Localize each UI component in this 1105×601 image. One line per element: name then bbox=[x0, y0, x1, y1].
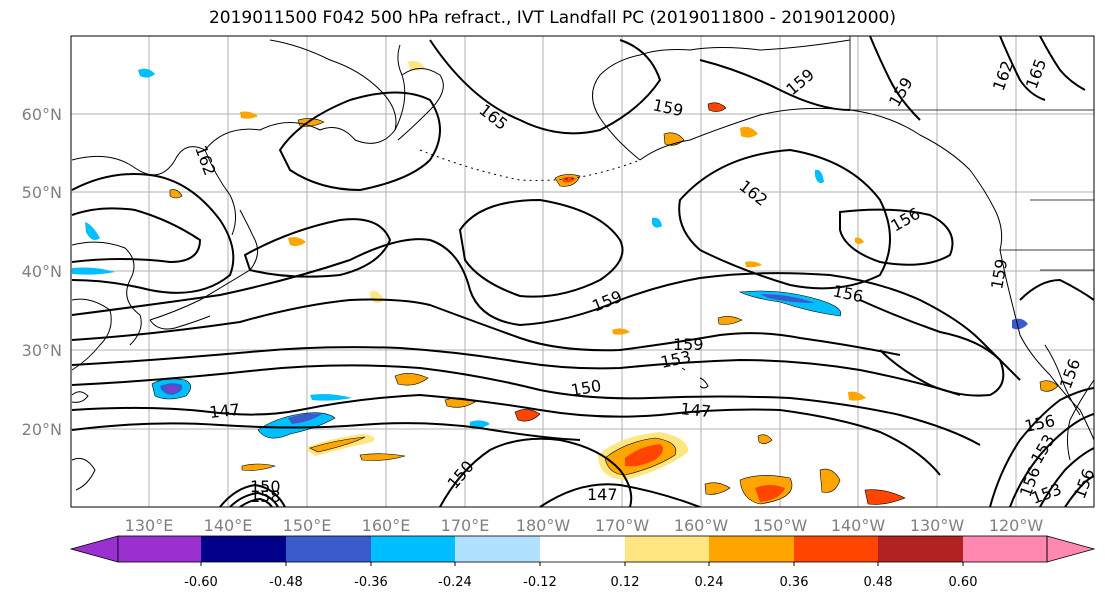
lon-label: 150°E bbox=[283, 516, 332, 535]
colorbar bbox=[69, 535, 1096, 566]
lon-label: 140°W bbox=[831, 516, 886, 535]
colorbar-outline bbox=[117, 535, 1048, 563]
colorbar-segment bbox=[201, 536, 286, 562]
lat-label: 20°N bbox=[22, 420, 62, 439]
lon-label: 130°E bbox=[125, 516, 174, 535]
lon-label: 160°E bbox=[362, 516, 411, 535]
colorbar-segment bbox=[625, 536, 709, 562]
contour-label: 147 bbox=[208, 400, 240, 422]
contour-label: 147 bbox=[587, 485, 618, 504]
colorbar-extend-max bbox=[1046, 535, 1096, 563]
colorbar-tick-label: 0.60 bbox=[949, 575, 978, 590]
lon-label: 120°W bbox=[989, 516, 1044, 535]
contour-label: 158 bbox=[250, 487, 281, 506]
lon-label: 180°W bbox=[516, 516, 571, 535]
lon-label: 130°W bbox=[910, 516, 965, 535]
lon-label: 150°W bbox=[753, 516, 808, 535]
colorbar-tick-label: -0.12 bbox=[523, 575, 557, 590]
lat-label: 40°N bbox=[22, 262, 62, 281]
colorbar-tick-label: 0.12 bbox=[611, 575, 640, 590]
colorbar-segment bbox=[878, 536, 963, 562]
borders bbox=[849, 36, 1094, 271]
refractivity-contours bbox=[71, 36, 1094, 507]
lat-label: 50°N bbox=[22, 183, 62, 202]
colorbar-tick-label: 0.24 bbox=[695, 575, 724, 590]
coastlines bbox=[71, 39, 1094, 491]
lon-label: 170°W bbox=[595, 516, 650, 535]
colorbar-tick-label: -0.36 bbox=[354, 575, 388, 590]
colorbar-segment bbox=[371, 536, 455, 562]
contour-label: 159 bbox=[673, 335, 704, 354]
contour-label: 147 bbox=[680, 399, 712, 421]
lat-label: 30°N bbox=[22, 341, 62, 360]
longitude-labels: 130°E 140°E 150°E 160°E 170°E 180°W 170°… bbox=[125, 516, 1044, 535]
colorbar-segment bbox=[963, 536, 1047, 562]
colorbar-segment bbox=[709, 536, 794, 562]
colorbar-extend-min bbox=[69, 535, 119, 563]
colorbar-segment bbox=[286, 536, 371, 562]
lon-label: 170°E bbox=[441, 516, 490, 535]
colorbar-tick-label: -0.60 bbox=[184, 575, 218, 590]
colorbar-segment bbox=[455, 536, 540, 562]
colorbar-tick-label: -0.24 bbox=[438, 575, 472, 590]
lon-label: 160°W bbox=[674, 516, 729, 535]
lon-label: 140°E bbox=[204, 516, 253, 535]
colorbar-segment bbox=[118, 536, 201, 562]
shaded-blobs bbox=[72, 60, 1059, 505]
colorbar-tick-label: 0.36 bbox=[780, 575, 809, 590]
lat-label: 60°N bbox=[22, 105, 62, 124]
colorbar-segment bbox=[794, 536, 878, 562]
colorbar-ticks: -0.60 -0.48 -0.36 -0.24 -0.12 0.12 0.24 … bbox=[184, 575, 977, 590]
map-title: 2019011500 F042 500 hPa refract., IVT La… bbox=[208, 8, 896, 28]
colorbar-tick-label: -0.48 bbox=[269, 575, 303, 590]
contour-label: 150 bbox=[250, 477, 281, 496]
colorbar-tick-label: 0.48 bbox=[864, 575, 893, 590]
map-frame bbox=[70, 35, 1095, 508]
latitude-labels: 60°N 50°N 40°N 30°N 20°N bbox=[22, 105, 62, 439]
colorbar-segment bbox=[540, 536, 625, 562]
